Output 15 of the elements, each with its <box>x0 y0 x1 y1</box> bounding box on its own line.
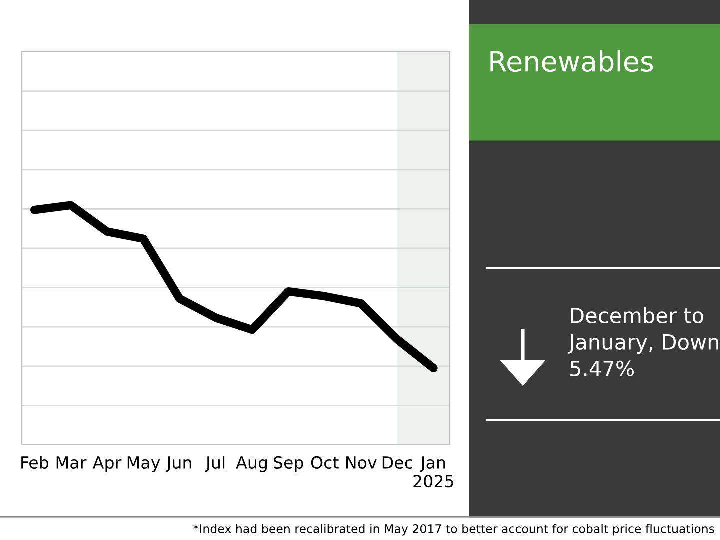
x-tick-label: Jun <box>166 456 192 472</box>
x-tick-label: Aug <box>236 456 268 472</box>
text: *Index had been recalibrated in May 2017 to better account for cobalt price fluctuations <box>194 524 714 536</box>
x-tick-label: Oct <box>311 456 339 470</box>
text: December to January, Down 5.47% <box>568 307 718 377</box>
x-tick-label: Feb <box>22 456 49 470</box>
x-tick-label: Apr <box>92 456 122 472</box>
text: Renewables <box>490 50 654 72</box>
x-tick-label: Mar <box>56 456 87 470</box>
x-tick-label: Nov <box>346 456 377 470</box>
x-tick-label: May <box>128 456 160 472</box>
x-tick-label: Sep <box>274 456 304 472</box>
x-tick-label: Jul <box>205 456 225 472</box>
x-tick-label: Dec <box>382 456 412 470</box>
x-tick-label: Jan 2025 <box>414 456 454 488</box>
